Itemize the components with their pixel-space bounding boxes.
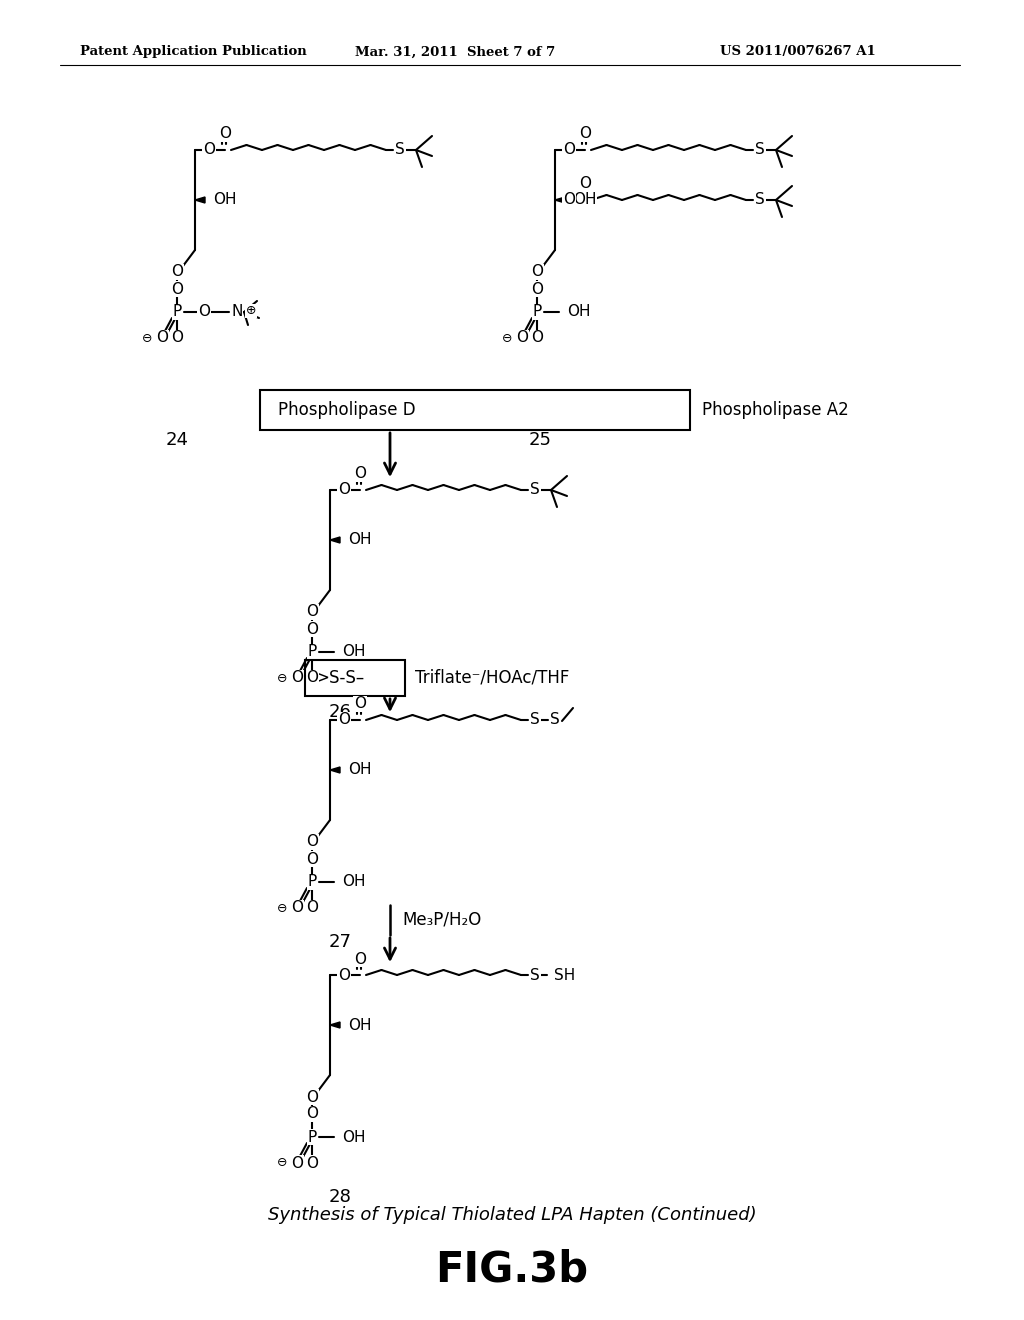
Text: Phospholipase A2: Phospholipase A2 — [702, 401, 849, 418]
Text: O: O — [219, 127, 231, 141]
Text: O: O — [306, 622, 318, 636]
Text: ⊕: ⊕ — [246, 305, 256, 318]
Text: O: O — [579, 127, 591, 141]
Text: N: N — [231, 305, 243, 319]
Text: Phospholipase D: Phospholipase D — [278, 401, 416, 418]
Text: P: P — [532, 305, 542, 319]
Text: O: O — [579, 177, 591, 191]
Text: Synthesis of Typical Thiolated LPA Hapten (Continued): Synthesis of Typical Thiolated LPA Hapte… — [267, 1206, 757, 1224]
Text: >S-S–: >S-S– — [315, 669, 365, 686]
Text: 25: 25 — [528, 432, 552, 449]
Text: S: S — [550, 713, 560, 727]
Text: Patent Application Publication: Patent Application Publication — [80, 45, 307, 58]
Text: S: S — [755, 193, 765, 207]
Text: S: S — [755, 143, 765, 157]
Text: Triflate⁻/HOAc/THF: Triflate⁻/HOAc/THF — [415, 669, 569, 686]
Text: O: O — [203, 143, 215, 157]
Text: O: O — [306, 1106, 318, 1122]
Text: OH: OH — [342, 874, 366, 890]
Text: O: O — [563, 143, 575, 157]
Text: OH: OH — [342, 1130, 366, 1144]
Text: FIG.3b: FIG.3b — [435, 1249, 589, 1291]
Text: O: O — [171, 264, 183, 280]
Text: O: O — [171, 330, 183, 346]
Polygon shape — [555, 197, 565, 203]
Polygon shape — [330, 767, 340, 774]
Text: SH: SH — [554, 968, 575, 982]
Text: Me₃P/H₂O: Me₃P/H₂O — [402, 911, 481, 929]
Text: P: P — [307, 1130, 316, 1144]
Text: S: S — [530, 483, 540, 498]
Text: 27: 27 — [329, 933, 351, 950]
Text: S: S — [530, 713, 540, 727]
Text: O: O — [156, 330, 168, 346]
Text: P: P — [307, 874, 316, 890]
Text: OH: OH — [573, 193, 597, 207]
Text: ⊖: ⊖ — [141, 331, 153, 345]
Text: O: O — [354, 952, 366, 966]
Text: O: O — [338, 483, 350, 498]
Text: 26: 26 — [329, 704, 351, 721]
Text: OH: OH — [213, 193, 237, 207]
Text: O: O — [306, 671, 318, 685]
Text: US 2011/0076267 A1: US 2011/0076267 A1 — [720, 45, 876, 58]
Text: ⊖: ⊖ — [276, 1156, 288, 1170]
Text: OH: OH — [348, 1018, 372, 1032]
Text: Mar. 31, 2011  Sheet 7 of 7: Mar. 31, 2011 Sheet 7 of 7 — [355, 45, 555, 58]
Text: O: O — [306, 1089, 318, 1105]
Text: O: O — [306, 1155, 318, 1171]
Text: OH: OH — [348, 532, 372, 548]
Text: P: P — [307, 644, 316, 660]
Text: ⊖: ⊖ — [502, 331, 512, 345]
Text: O: O — [291, 671, 303, 685]
Text: O: O — [291, 900, 303, 916]
Text: O: O — [531, 281, 543, 297]
Text: P: P — [172, 305, 181, 319]
Text: OH: OH — [348, 763, 372, 777]
Text: O: O — [338, 968, 350, 982]
Text: O: O — [306, 851, 318, 866]
Text: S: S — [395, 143, 404, 157]
Text: O: O — [354, 697, 366, 711]
Bar — [260, 389, 690, 430]
Text: O: O — [306, 900, 318, 916]
Text: 24: 24 — [166, 432, 188, 449]
Text: ⊖: ⊖ — [276, 902, 288, 915]
Text: ⊖: ⊖ — [276, 672, 288, 685]
Text: OH: OH — [342, 644, 366, 660]
Polygon shape — [330, 537, 340, 543]
Text: O: O — [516, 330, 528, 346]
Text: 28: 28 — [329, 1188, 351, 1206]
Bar — [305, 660, 406, 696]
Text: O: O — [198, 305, 210, 319]
Text: O: O — [531, 264, 543, 280]
Text: O: O — [306, 834, 318, 850]
Polygon shape — [330, 1022, 340, 1028]
Text: O: O — [354, 466, 366, 482]
Text: O: O — [531, 330, 543, 346]
Text: OH: OH — [567, 305, 591, 319]
Text: S: S — [530, 968, 540, 982]
Text: O: O — [338, 713, 350, 727]
Polygon shape — [195, 197, 205, 203]
Text: O: O — [563, 193, 575, 207]
Text: O: O — [306, 605, 318, 619]
Text: O: O — [171, 281, 183, 297]
Text: O: O — [291, 1155, 303, 1171]
